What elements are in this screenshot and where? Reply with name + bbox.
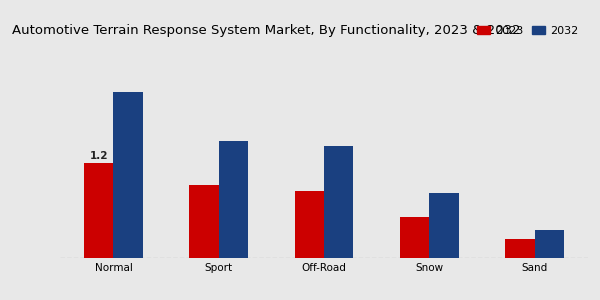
Text: 1.2: 1.2	[89, 152, 108, 161]
Bar	[429, 193, 459, 258]
Bar	[324, 146, 353, 258]
Bar	[84, 163, 113, 258]
Bar	[505, 239, 535, 258]
Bar	[219, 141, 248, 258]
Bar	[189, 185, 219, 258]
Legend: 2023, 2032: 2023, 2032	[473, 22, 583, 40]
Bar	[295, 191, 324, 258]
Bar	[113, 92, 143, 258]
Text: Automotive Terrain Response System Market, By Functionality, 2023 & 2032: Automotive Terrain Response System Marke…	[13, 24, 521, 37]
Bar	[535, 230, 564, 258]
Bar	[400, 217, 429, 258]
